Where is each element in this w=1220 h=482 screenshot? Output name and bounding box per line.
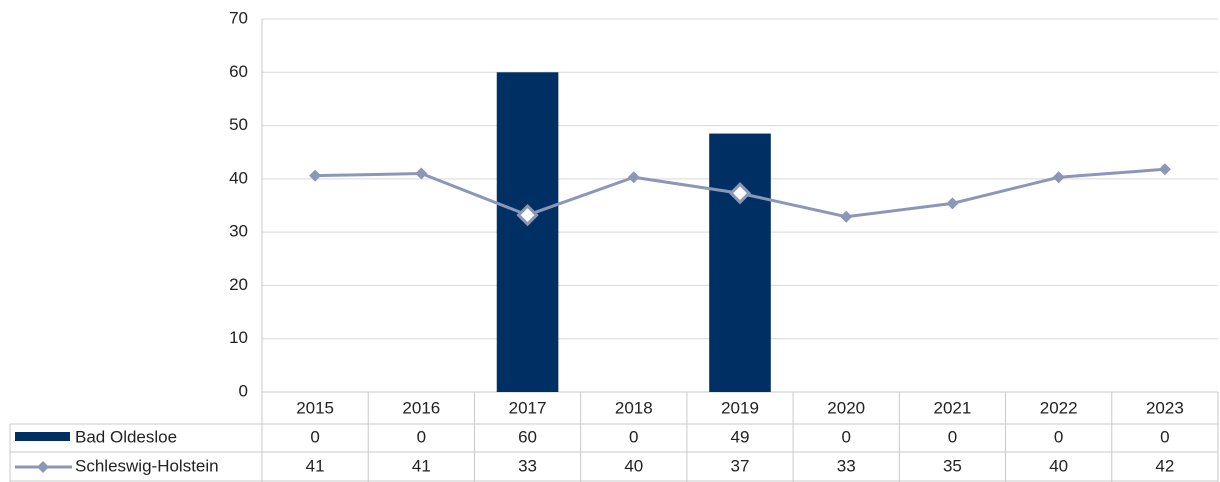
table-value: 0 <box>1160 427 1169 446</box>
bar <box>496 72 559 393</box>
point <box>309 169 322 182</box>
x-tick-label: 2023 <box>1146 398 1184 417</box>
x-tick-label: 2021 <box>934 398 972 417</box>
table-value: 33 <box>837 456 856 475</box>
table-value: 60 <box>518 427 537 446</box>
y-tick-label: 40 <box>229 168 248 187</box>
legend-swatch <box>15 432 70 441</box>
y-tick-label: 0 <box>239 381 248 400</box>
table-value: 0 <box>310 427 319 446</box>
x-tick-label: 2016 <box>402 398 440 417</box>
point <box>516 203 539 227</box>
table-value: 49 <box>731 427 750 446</box>
legend-swatch <box>37 461 49 473</box>
table-value: 33 <box>518 456 537 475</box>
point <box>728 182 752 205</box>
point <box>627 171 640 184</box>
x-tick-label: 2022 <box>1040 398 1078 417</box>
table-value: 0 <box>629 427 638 446</box>
table-value: 42 <box>1155 456 1174 475</box>
y-tick-label: 30 <box>229 222 248 241</box>
table-value: 40 <box>624 456 643 475</box>
y-tick-label: 10 <box>229 328 248 347</box>
table-value: 0 <box>417 427 426 446</box>
bar <box>709 133 771 393</box>
x-tick-label: 2017 <box>509 398 547 417</box>
point <box>1158 163 1171 176</box>
point <box>1052 171 1065 184</box>
y-tick-label: 70 <box>229 8 248 27</box>
x-tick-label: 2015 <box>296 398 334 417</box>
x-tick-label: 2020 <box>827 398 865 417</box>
point <box>840 210 853 223</box>
x-tick-label: 2019 <box>721 398 759 417</box>
table-value: 41 <box>412 456 431 475</box>
y-tick-label: 50 <box>229 115 248 134</box>
point <box>946 197 959 210</box>
table-value: 0 <box>948 427 957 446</box>
table-value: 0 <box>841 427 850 446</box>
legend-label: Bad Oldesloe <box>75 427 177 446</box>
table-value: 41 <box>306 456 325 475</box>
point <box>415 167 428 180</box>
x-tick-label: 2018 <box>615 398 653 417</box>
table-value: 37 <box>731 456 750 475</box>
y-tick-label: 20 <box>229 275 248 294</box>
table-value: 35 <box>943 456 962 475</box>
legend-label: Schleswig-Holstein <box>75 456 219 475</box>
table-value: 0 <box>1054 427 1063 446</box>
y-tick-label: 60 <box>229 62 248 81</box>
table-value: 40 <box>1049 456 1068 475</box>
